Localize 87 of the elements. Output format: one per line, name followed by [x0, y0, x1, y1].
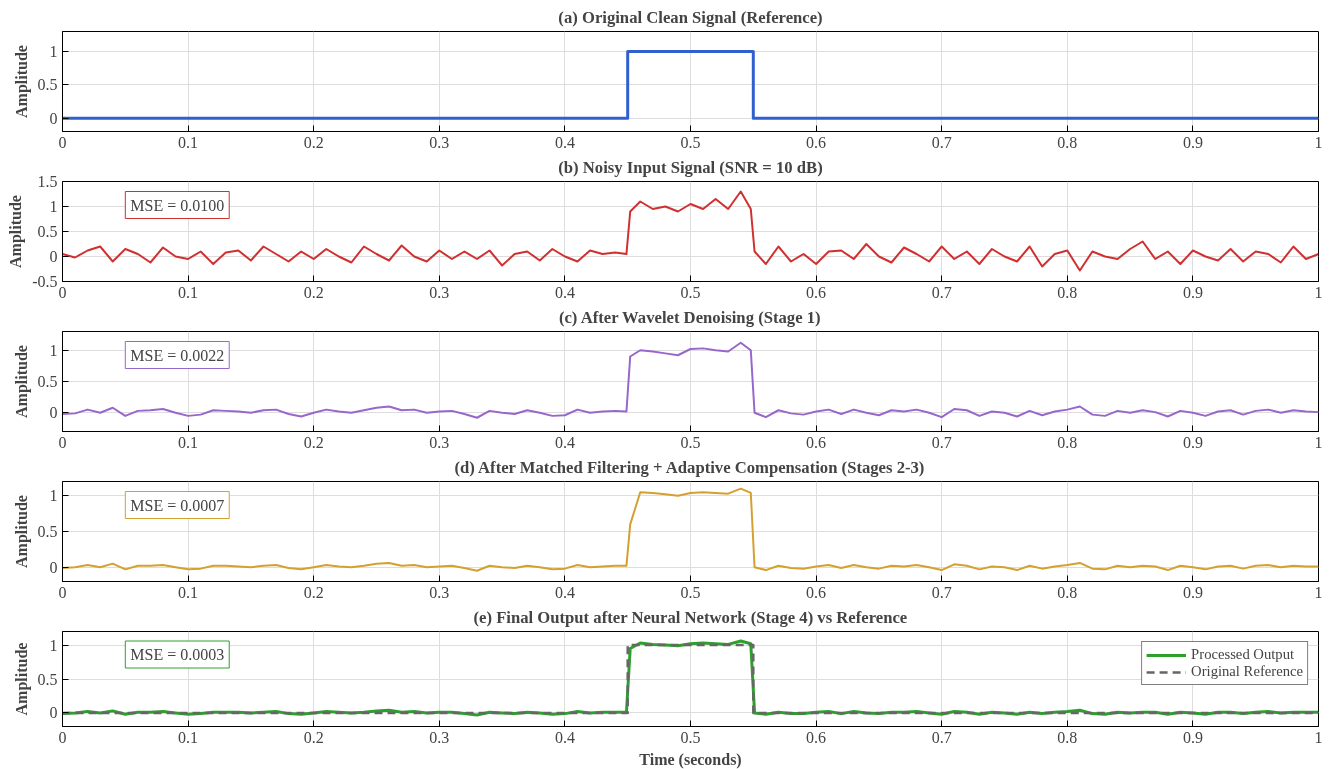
y-tick-label: 0.5 — [37, 670, 58, 688]
chart-title: (e) Final Output after Neural Network (Stage 4) vs Reference — [473, 607, 908, 627]
annotation: MSE = 0.0007 — [130, 496, 225, 514]
x-tick-label: 0.8 — [1057, 283, 1078, 301]
y-axis-title: Amplitude — [12, 495, 31, 568]
x-tick-label: 0.7 — [931, 133, 952, 151]
x-tick-label: 0.7 — [931, 728, 952, 746]
x-tick-label: 0.6 — [806, 283, 827, 301]
y-tick-label: 0.5 — [37, 373, 58, 390]
x-tick-label: 0.5 — [680, 583, 701, 601]
y-axis-title: Amplitude — [12, 45, 31, 118]
y-tick-label: 1 — [49, 487, 58, 505]
x-tick-label: 0.3 — [429, 133, 450, 151]
y-tick-label: -0.5 — [32, 273, 58, 290]
x-tick-label: 0.7 — [931, 283, 952, 301]
y-tick-label: 0.5 — [37, 523, 58, 540]
x-tick-label: 0.6 — [806, 728, 827, 746]
y-tick-label: 0.5 — [37, 76, 58, 94]
y-tick-label: 1 — [49, 198, 58, 215]
x-tick-label: 0.1 — [178, 728, 199, 746]
x-tick-label: 0.6 — [806, 133, 827, 151]
y-tick-label: 0 — [49, 704, 58, 722]
x-tick-label: 0.2 — [303, 433, 324, 451]
y-axis-title: Amplitude — [12, 642, 31, 716]
x-tick-label: 0.8 — [1057, 728, 1078, 746]
x-tick-label: 0.6 — [806, 433, 827, 451]
x-tick-label: 0.3 — [429, 283, 450, 301]
x-tick-label: 0.1 — [178, 283, 199, 301]
chart-title: (c) After Wavelet Denoising (Stage 1) — [558, 307, 821, 327]
x-tick-label: 0.1 — [178, 133, 199, 151]
x-tick-label: 0.2 — [303, 728, 324, 746]
x-tick-label: 0.3 — [429, 583, 450, 601]
x-tick-label: 0.5 — [680, 133, 701, 151]
line-series — [62, 487, 1319, 572]
annotation: MSE = 0.0003 — [130, 646, 225, 663]
line-series — [62, 341, 1319, 419]
y-axis-title: Amplitude — [7, 195, 26, 268]
x-tick-label: 0.2 — [303, 283, 324, 301]
x-tick-label: 0.4 — [554, 433, 575, 451]
x-axis-title: Time (seconds) — [639, 750, 742, 769]
y-tick-label: 0 — [49, 404, 58, 422]
x-tick-label: 0.5 — [680, 728, 701, 746]
x-tick-label: 0.1 — [178, 433, 199, 451]
x-tick-label: 0.9 — [1182, 728, 1203, 746]
x-tick-label: 0.9 — [1182, 133, 1203, 151]
x-tick-label: 0.7 — [931, 433, 952, 451]
x-tick-label: 0.9 — [1182, 583, 1203, 601]
x-tick-label: 1 — [1314, 433, 1323, 451]
x-tick-label: 0.8 — [1057, 433, 1078, 451]
x-tick-label: 0.6 — [806, 583, 827, 601]
legend-label: Processed Output — [1191, 646, 1295, 663]
x-tick-label: 0.9 — [1182, 283, 1203, 301]
annotation: MSE = 0.0022 — [130, 346, 225, 364]
x-tick-label: 0.4 — [554, 728, 575, 746]
x-tick-label: 0.3 — [429, 728, 450, 746]
chart-title: (b) Noisy Input Signal (SNR = 10 dB) — [558, 157, 823, 177]
x-tick-label: 0.4 — [554, 583, 575, 601]
x-tick-label: 0.2 — [303, 583, 324, 601]
line-series — [62, 190, 1319, 272]
x-tick-label: 0.4 — [554, 133, 575, 151]
y-axis-title: Amplitude — [12, 345, 31, 418]
x-tick-label: 0.7 — [931, 583, 952, 601]
y-tick-label: 0.5 — [37, 223, 58, 240]
y-tick-label: 1.5 — [37, 173, 58, 190]
y-tick-label: 0 — [49, 558, 58, 576]
y-tick-label: 0 — [49, 248, 58, 265]
x-tick-label: 0.3 — [429, 433, 450, 451]
x-tick-label: 1 — [1314, 583, 1323, 601]
y-tick-label: 1 — [49, 43, 58, 60]
x-tick-label: 0.9 — [1182, 433, 1203, 451]
y-tick-label: 0 — [49, 109, 58, 127]
annotation: MSE = 0.0100 — [130, 196, 225, 214]
x-tick-label: 1 — [1314, 728, 1323, 746]
chart-title: (a) Original Clean Signal (Reference) — [558, 7, 823, 27]
x-tick-label: 0.1 — [178, 583, 199, 601]
x-tick-label: 1 — [1314, 283, 1323, 301]
x-tick-label: 0.5 — [680, 433, 701, 451]
x-tick-label: 0.8 — [1057, 133, 1078, 151]
x-tick-label: 0.4 — [554, 283, 575, 301]
x-tick-label: 1 — [1314, 133, 1323, 151]
legend-label: Original Reference — [1191, 663, 1303, 680]
x-tick-label: 0.8 — [1057, 583, 1078, 601]
y-tick-label: 1 — [49, 341, 58, 359]
x-tick-label: 0.5 — [680, 283, 701, 301]
y-tick-label: 1 — [49, 636, 58, 654]
chart-title: (d) After Matched Filtering + Adaptive Compensation (Stages 2-3) — [454, 457, 925, 477]
x-tick-label: 0.2 — [303, 133, 324, 151]
